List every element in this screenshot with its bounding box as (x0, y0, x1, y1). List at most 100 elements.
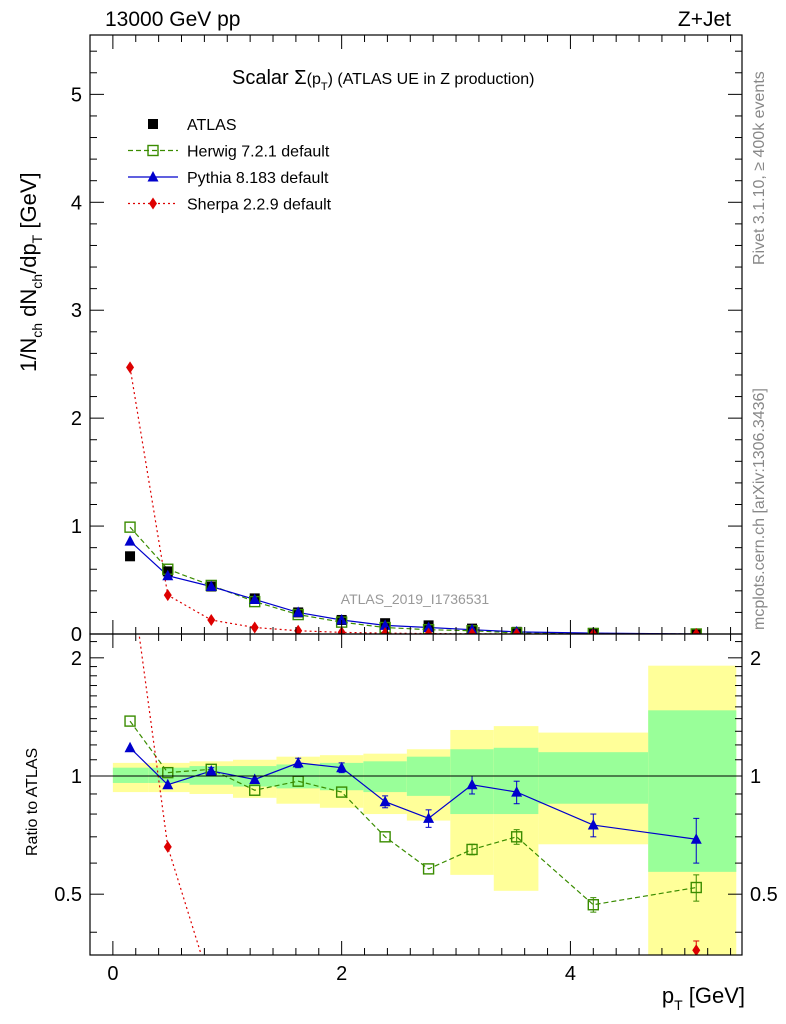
main-panel-series (124, 361, 702, 634)
ratio-panel-series (124, 561, 702, 993)
ratio-point-pythia (511, 786, 523, 797)
mcplots-label: mcplots.cern.ch [arXiv:1306.3436] (751, 388, 768, 630)
main-point-herwig (124, 521, 136, 533)
main-point-pythia (124, 535, 136, 546)
ylabel-part-c: /dp (16, 243, 41, 274)
ratio-point-herwig (510, 831, 523, 843)
ratio-y-tick-label-right: 1 (750, 766, 761, 788)
title-prefix: Scalar (232, 67, 294, 89)
chart-title: Scalar Σ(pT) (ATLAS UE in Z production) (232, 67, 534, 93)
xlabel-p: p (662, 983, 674, 1008)
ratio-y-tick-label: 0.5 (54, 884, 82, 906)
ratio-point-pythia (423, 812, 435, 823)
main-line-pythia (129, 540, 697, 634)
main-point-sherpa (468, 627, 477, 634)
ratio-point-herwig (422, 863, 435, 875)
main-point-pythia (205, 580, 217, 592)
ratio-point-pythia (466, 778, 478, 790)
title-sigma: Σ (294, 67, 306, 89)
ratio-point-pythia (162, 778, 174, 790)
ylabel-part-a: 1/N (16, 338, 41, 372)
band-inner-10 (538, 752, 649, 804)
x-axis-label: pT [GeV] (662, 983, 745, 1013)
ratio-point-pythia (249, 773, 261, 784)
ratio-point-pythia (205, 764, 217, 776)
legend: ATLAS Herwig 7.2.1 default Pythia 8.183 de… (128, 117, 332, 214)
main-y-tick-label: 5 (71, 84, 82, 106)
band-inner-0 (112, 767, 149, 783)
energy-label: 13000 GeV pp (105, 8, 240, 31)
ratio-y-axis-label: Ratio to ATLAS (24, 748, 41, 856)
main-point-sherpa (207, 613, 216, 626)
analysis-watermark: ATLAS_2019_I1736531 (341, 591, 490, 607)
legend-label-pythia: Pythia 8.183 default (187, 170, 329, 187)
ratio-point-pythia (292, 756, 304, 768)
title-p: (p (307, 71, 321, 88)
title-close: ) (328, 71, 333, 88)
legend-label-atlas: ATLAS (187, 117, 237, 134)
x-tick-label: 4 (565, 963, 576, 985)
ratio-point-herwig (335, 786, 348, 798)
ratio-point-sherpa (163, 840, 172, 853)
band-inner-11 (648, 710, 737, 872)
ratio-point-sherpa (207, 981, 215, 993)
ratio-point-herwig (249, 784, 261, 796)
band-inner-1 (148, 767, 190, 783)
legend-marker-herwig (147, 144, 159, 157)
main-point-pythia (249, 593, 261, 604)
ratio-point-pythia (587, 819, 599, 830)
band-inner-6 (363, 761, 407, 793)
x-tick-label: 2 (336, 963, 347, 985)
title-sub: T (321, 81, 328, 93)
legend-marker-atlas (148, 119, 158, 129)
xlabel-unit: [GeV] (683, 983, 745, 1008)
ratio-point-herwig (124, 715, 136, 727)
ratio-line-pythia (129, 747, 697, 840)
main-point-sherpa (294, 624, 303, 634)
process-label: Z+Jet (678, 8, 731, 31)
legend-label-sherpa: Sherpa 2.2.9 default (187, 197, 332, 214)
main-point-sherpa (126, 361, 135, 374)
main-point-sherpa (424, 627, 433, 634)
ratio-point-pythia (690, 833, 702, 844)
ratio-line-herwig (129, 720, 697, 906)
main-point-pythia (162, 569, 174, 581)
main-point-sherpa (692, 628, 701, 634)
ylabel-sub-a: ch (29, 323, 45, 338)
main-point-sherpa (250, 621, 259, 634)
main-line-herwig (129, 526, 697, 634)
ratio-point-herwig (466, 843, 478, 856)
main-y-tick-label: 2 (71, 408, 82, 430)
main-y-tick-label: 3 (71, 300, 82, 322)
legend-marker-pythia (147, 171, 159, 182)
rivet-label: Rivet 3.1.10, ≥ 400k events (751, 71, 768, 265)
ylabel-part-b: dN (16, 289, 41, 323)
ratio-point-pythia (336, 761, 348, 773)
legend-marker-sherpa (149, 197, 157, 210)
main-point-pythia (292, 606, 304, 617)
ylabel-sub-c: T (29, 234, 45, 243)
ratio-point-sherpa (692, 944, 701, 955)
ylabel-sub-b: ch (29, 274, 45, 289)
ratio-y-tick-label: 2 (71, 648, 82, 670)
ratio-y-tick-label: 1 (71, 766, 82, 788)
ratio-y-tick-label-right: 2 (750, 648, 761, 670)
main-y-axis-label: 1/Nch dNch/dpT [GeV] (16, 172, 45, 372)
main-point-pythia (336, 613, 348, 625)
xlabel-sub: T (674, 997, 683, 1013)
ratio-frame (89, 633, 743, 956)
ratio-y-tick-label-right: 0.5 (750, 884, 778, 906)
ratio-uncertainty-bands (112, 665, 737, 955)
ylabel-part-d: [GeV] (16, 172, 41, 234)
ratio-point-sherpa (126, 561, 134, 573)
main-point-sherpa (512, 627, 521, 634)
ratio-point-herwig (162, 766, 174, 779)
ratio-point-herwig (690, 881, 702, 894)
legend-label-herwig: Herwig 7.2.1 default (187, 144, 330, 161)
main-point-pythia (423, 621, 435, 633)
ratio-point-herwig (379, 831, 391, 843)
main-point-atlas (125, 551, 136, 562)
main-y-tick-label: 1 (71, 516, 82, 538)
